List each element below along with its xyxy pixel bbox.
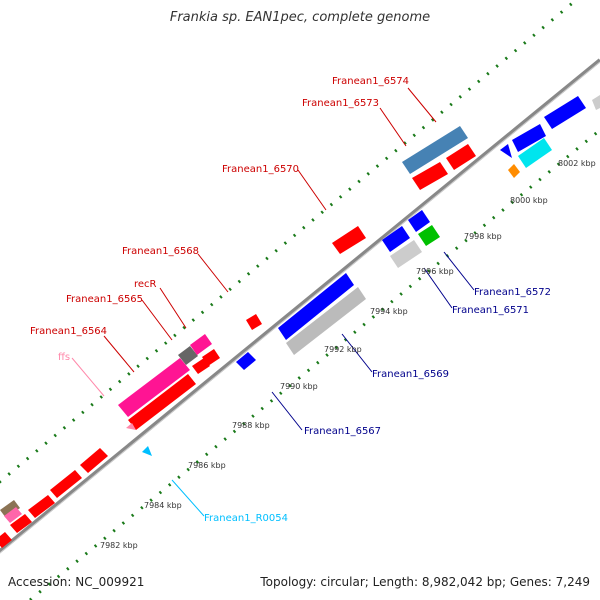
tick-label: 8002 kbp bbox=[558, 159, 596, 168]
gene-blue-6571 bbox=[382, 226, 410, 252]
gene-pink-recr bbox=[190, 334, 212, 355]
gene-red-6568 bbox=[246, 314, 262, 330]
gene-label: recR bbox=[134, 279, 157, 290]
tick-label: 7990 kbp bbox=[280, 382, 318, 391]
gene-label: Franean1_6574 bbox=[332, 76, 409, 87]
gene-pink-ffs bbox=[118, 358, 190, 417]
gene-pink-small bbox=[4, 507, 22, 523]
gene-blue-top2 bbox=[512, 124, 546, 152]
genome-backbone bbox=[0, 58, 600, 554]
gene-blue-6571b bbox=[408, 210, 430, 232]
gene-blue-top bbox=[544, 96, 586, 129]
tick-label: 7982 kbp bbox=[100, 541, 138, 550]
forward-features bbox=[0, 95, 600, 548]
gene-gray-top bbox=[592, 95, 600, 110]
gene-label: ffs bbox=[58, 352, 70, 363]
gene-orange-8000 bbox=[508, 164, 520, 178]
gene-arrow bbox=[80, 448, 108, 473]
gene-label: Franean1_6564 bbox=[30, 326, 107, 337]
tick-label: 7988 kbp bbox=[232, 421, 270, 430]
gene-label: Franean1_6565 bbox=[66, 294, 143, 305]
gene-gray-6571 bbox=[390, 240, 422, 268]
gene-labels: Franean1_6574 Franean1_6573 Franean1_657… bbox=[30, 76, 551, 524]
gene-brown bbox=[0, 500, 20, 518]
tick-label: 7996 kbp bbox=[416, 267, 454, 276]
accession-text: Accession: NC_009921 bbox=[8, 575, 145, 589]
tick-label: 7984 kbp bbox=[144, 501, 182, 510]
tick-label: 7986 kbp bbox=[188, 461, 226, 470]
tick-label: 7992 kbp bbox=[324, 345, 362, 354]
gene-label: Franean1_6571 bbox=[452, 305, 529, 316]
gene-blue-8002 bbox=[500, 144, 512, 158]
gene-blue-6567 bbox=[236, 352, 256, 370]
tick-label: 7994 kbp bbox=[370, 307, 408, 316]
gene-steel-6574 bbox=[402, 126, 468, 174]
gene-cyan-8002 bbox=[518, 138, 552, 168]
gene-label: Franean1_6572 bbox=[474, 287, 551, 298]
gene-label: Franean1_6570 bbox=[222, 164, 299, 175]
gc-track-top bbox=[0, 0, 579, 484]
reverse-features bbox=[126, 138, 552, 456]
gene-red-6573b bbox=[446, 144, 476, 170]
gene-pink-small2 bbox=[126, 423, 136, 430]
tick-labels: 7982 kbp 7984 kbp 7986 kbp 7988 kbp 7990… bbox=[100, 159, 596, 550]
gene-label: Franean1_6573 bbox=[302, 98, 379, 109]
gene-gray-recr bbox=[178, 346, 198, 365]
gene-label: Franean1_6568 bbox=[122, 246, 199, 257]
tick-label: 8000 kbp bbox=[510, 196, 548, 205]
gene-label: Franean1_6569 bbox=[372, 369, 449, 380]
gene-cyan-r0054 bbox=[142, 446, 152, 456]
gene-arrow bbox=[0, 532, 12, 548]
gene-red-6565b bbox=[202, 349, 220, 366]
gene-label: Franean1_R0054 bbox=[204, 513, 288, 524]
gene-red-6570 bbox=[332, 226, 366, 254]
gene-blue-6569 bbox=[278, 273, 354, 340]
label-leaders bbox=[71, 87, 475, 517]
tick-label: 7998 kbp bbox=[464, 232, 502, 241]
gene-gray-6569 bbox=[286, 287, 366, 355]
gene-red-6564 bbox=[128, 374, 196, 430]
gene-red-6573 bbox=[412, 162, 448, 190]
gene-arrow bbox=[10, 514, 32, 533]
map-title: Frankia sp. EAN1pec, complete genome bbox=[169, 10, 431, 25]
gene-arrow bbox=[28, 495, 55, 518]
gene-arrow bbox=[50, 470, 82, 498]
gene-green-6572 bbox=[418, 225, 440, 246]
topology-text: Topology: circular; Length: 8,982,042 bp… bbox=[260, 575, 590, 589]
gene-label: Franean1_6567 bbox=[304, 426, 381, 437]
